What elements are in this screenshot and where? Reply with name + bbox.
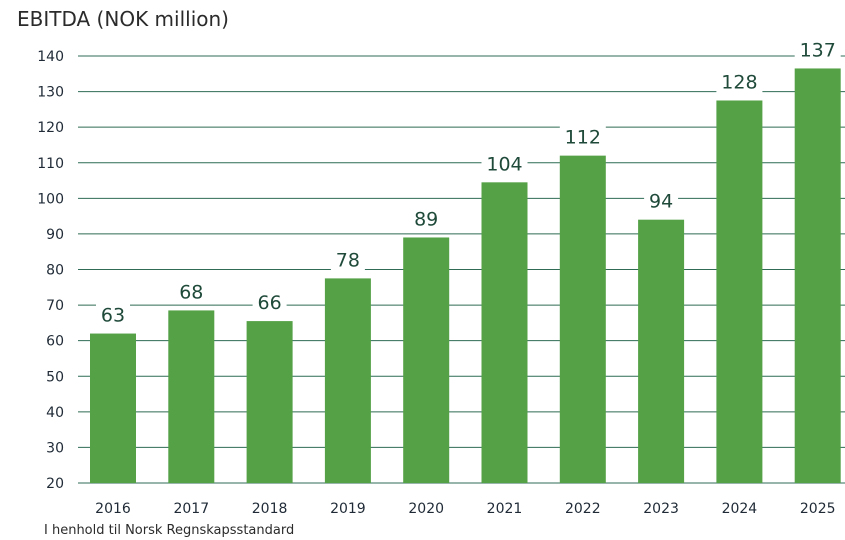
x-tick-label: 2025 <box>800 501 836 517</box>
data-label-background <box>794 36 841 63</box>
bars <box>90 68 841 484</box>
data-labels: 63 68 66 78 89 104 112 94 128 137 <box>96 36 841 328</box>
y-axis-ticks: 20 30 40 50 60 70 80 90 100 110 120 130 140 <box>37 49 64 492</box>
data-label: 112 <box>565 127 601 149</box>
y-tick-label: 100 <box>37 191 64 207</box>
y-tick-label: 110 <box>37 156 64 172</box>
y-tick-label: 90 <box>46 227 64 243</box>
bar <box>168 310 215 483</box>
data-label: 66 <box>258 292 282 314</box>
data-label: 94 <box>649 191 673 213</box>
bar <box>90 333 136 483</box>
bar <box>794 68 841 484</box>
bar <box>481 182 528 483</box>
data-label-background <box>96 301 130 328</box>
x-tick-label: 2023 <box>643 501 679 517</box>
chart-title: EBITDA (NOK million) <box>17 7 229 31</box>
x-tick-label: 2021 <box>487 501 523 517</box>
y-tick-label: 40 <box>46 405 64 421</box>
data-label-background <box>559 123 606 150</box>
footnote: I henhold til Norsk Regnskapsstandard <box>44 523 295 538</box>
data-label-background <box>716 68 763 95</box>
data-label: 78 <box>336 249 360 271</box>
bar <box>638 219 685 483</box>
y-tick-label: 30 <box>46 440 64 456</box>
bar <box>403 237 450 483</box>
bar <box>246 321 293 483</box>
bar <box>559 155 606 483</box>
x-tick-label: 2022 <box>565 501 601 517</box>
data-label: 63 <box>101 305 125 327</box>
x-tick-label: 2019 <box>330 501 366 517</box>
y-tick-label: 60 <box>46 334 64 350</box>
data-label: 137 <box>800 39 836 61</box>
data-label-background <box>409 205 444 232</box>
data-label-background <box>252 289 287 316</box>
data-label-background <box>174 278 209 305</box>
y-tick-label: 80 <box>46 263 64 279</box>
y-tick-label: 120 <box>37 120 64 136</box>
x-tick-label: 2018 <box>252 501 288 517</box>
x-tick-label: 2017 <box>173 501 209 517</box>
x-tick-label: 2024 <box>722 501 758 517</box>
x-tick-label: 2020 <box>408 501 444 517</box>
bar <box>324 278 371 483</box>
y-tick-label: 140 <box>37 49 64 65</box>
y-tick-label: 20 <box>46 476 64 492</box>
data-label-background <box>330 246 365 273</box>
data-label: 128 <box>721 71 757 93</box>
data-label: 104 <box>486 153 522 175</box>
y-tick-label: 130 <box>37 85 64 101</box>
x-axis-ticks: 2016 2017 2018 2019 2020 2021 2022 2023 2024 2025 <box>95 501 835 517</box>
data-label: 89 <box>414 208 438 230</box>
y-tick-label: 50 <box>46 369 64 385</box>
data-label-background <box>481 150 528 177</box>
y-tick-label: 70 <box>46 298 64 314</box>
bar <box>716 100 763 484</box>
data-label: 68 <box>179 281 203 303</box>
x-tick-label: 2016 <box>95 501 131 517</box>
data-label-background <box>644 187 679 214</box>
